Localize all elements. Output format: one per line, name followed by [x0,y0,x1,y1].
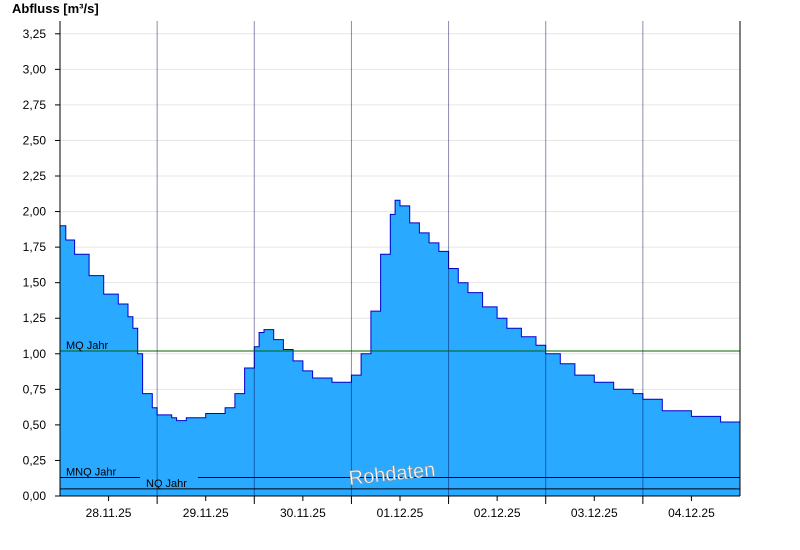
y-tick-label: 1,25 [23,311,47,325]
y-tick-label: 2,50 [23,133,47,147]
x-tick-label: 30.11.25 [280,506,326,520]
axes [55,21,741,504]
y-tick-label: 2,75 [23,98,47,112]
discharge-fill [60,200,740,496]
reference-line-label: MNQ Jahr [66,467,116,479]
discharge-line [60,199,741,425]
x-tick-label: 02.12.25 [474,506,521,520]
reference-line-label: MQ Jahr [66,340,109,352]
x-tick-labels: 28.11.25 29.11.25 30.11.25 01.12.25 02.12.25… [86,506,715,520]
x-tick-label: 28.11.25 [86,506,132,520]
y-tick-label: 1,00 [23,347,47,361]
reference-line-label: NQ Jahr [146,478,187,490]
reference-lines: MQ Jahr MNQ Jahr NQ Jahr [60,340,740,490]
x-tick-label: 03.12.25 [571,506,618,520]
y-tick-label: 0,00 [23,489,47,503]
x-tick-label: 04.12.25 [668,506,715,520]
x-tick-label: 01.12.25 [377,506,424,520]
day-separator-lines [156,21,644,496]
y-axis-title: Abfluss [m³/s] [12,1,99,16]
discharge-area [60,199,741,496]
y-tick-label: 1,50 [23,276,47,290]
y-tick-label: 1,75 [23,240,47,254]
y-tick-label: 2,00 [23,205,47,219]
x-tick-label: 29.11.25 [183,506,229,520]
y-tick-label: 0,25 [23,453,47,467]
y-tick-label: 0,75 [23,382,47,396]
y-tick-label: 2,25 [23,169,47,183]
y-tick-label: 3,00 [23,62,47,76]
y-tick-label: 3,25 [23,27,47,41]
y-tick-labels: 0,00 0,25 0,50 0,75 1,00 1,25 1,50 1,75 2,00 2,25… [23,27,47,503]
y-tick-label: 0,50 [23,418,47,432]
